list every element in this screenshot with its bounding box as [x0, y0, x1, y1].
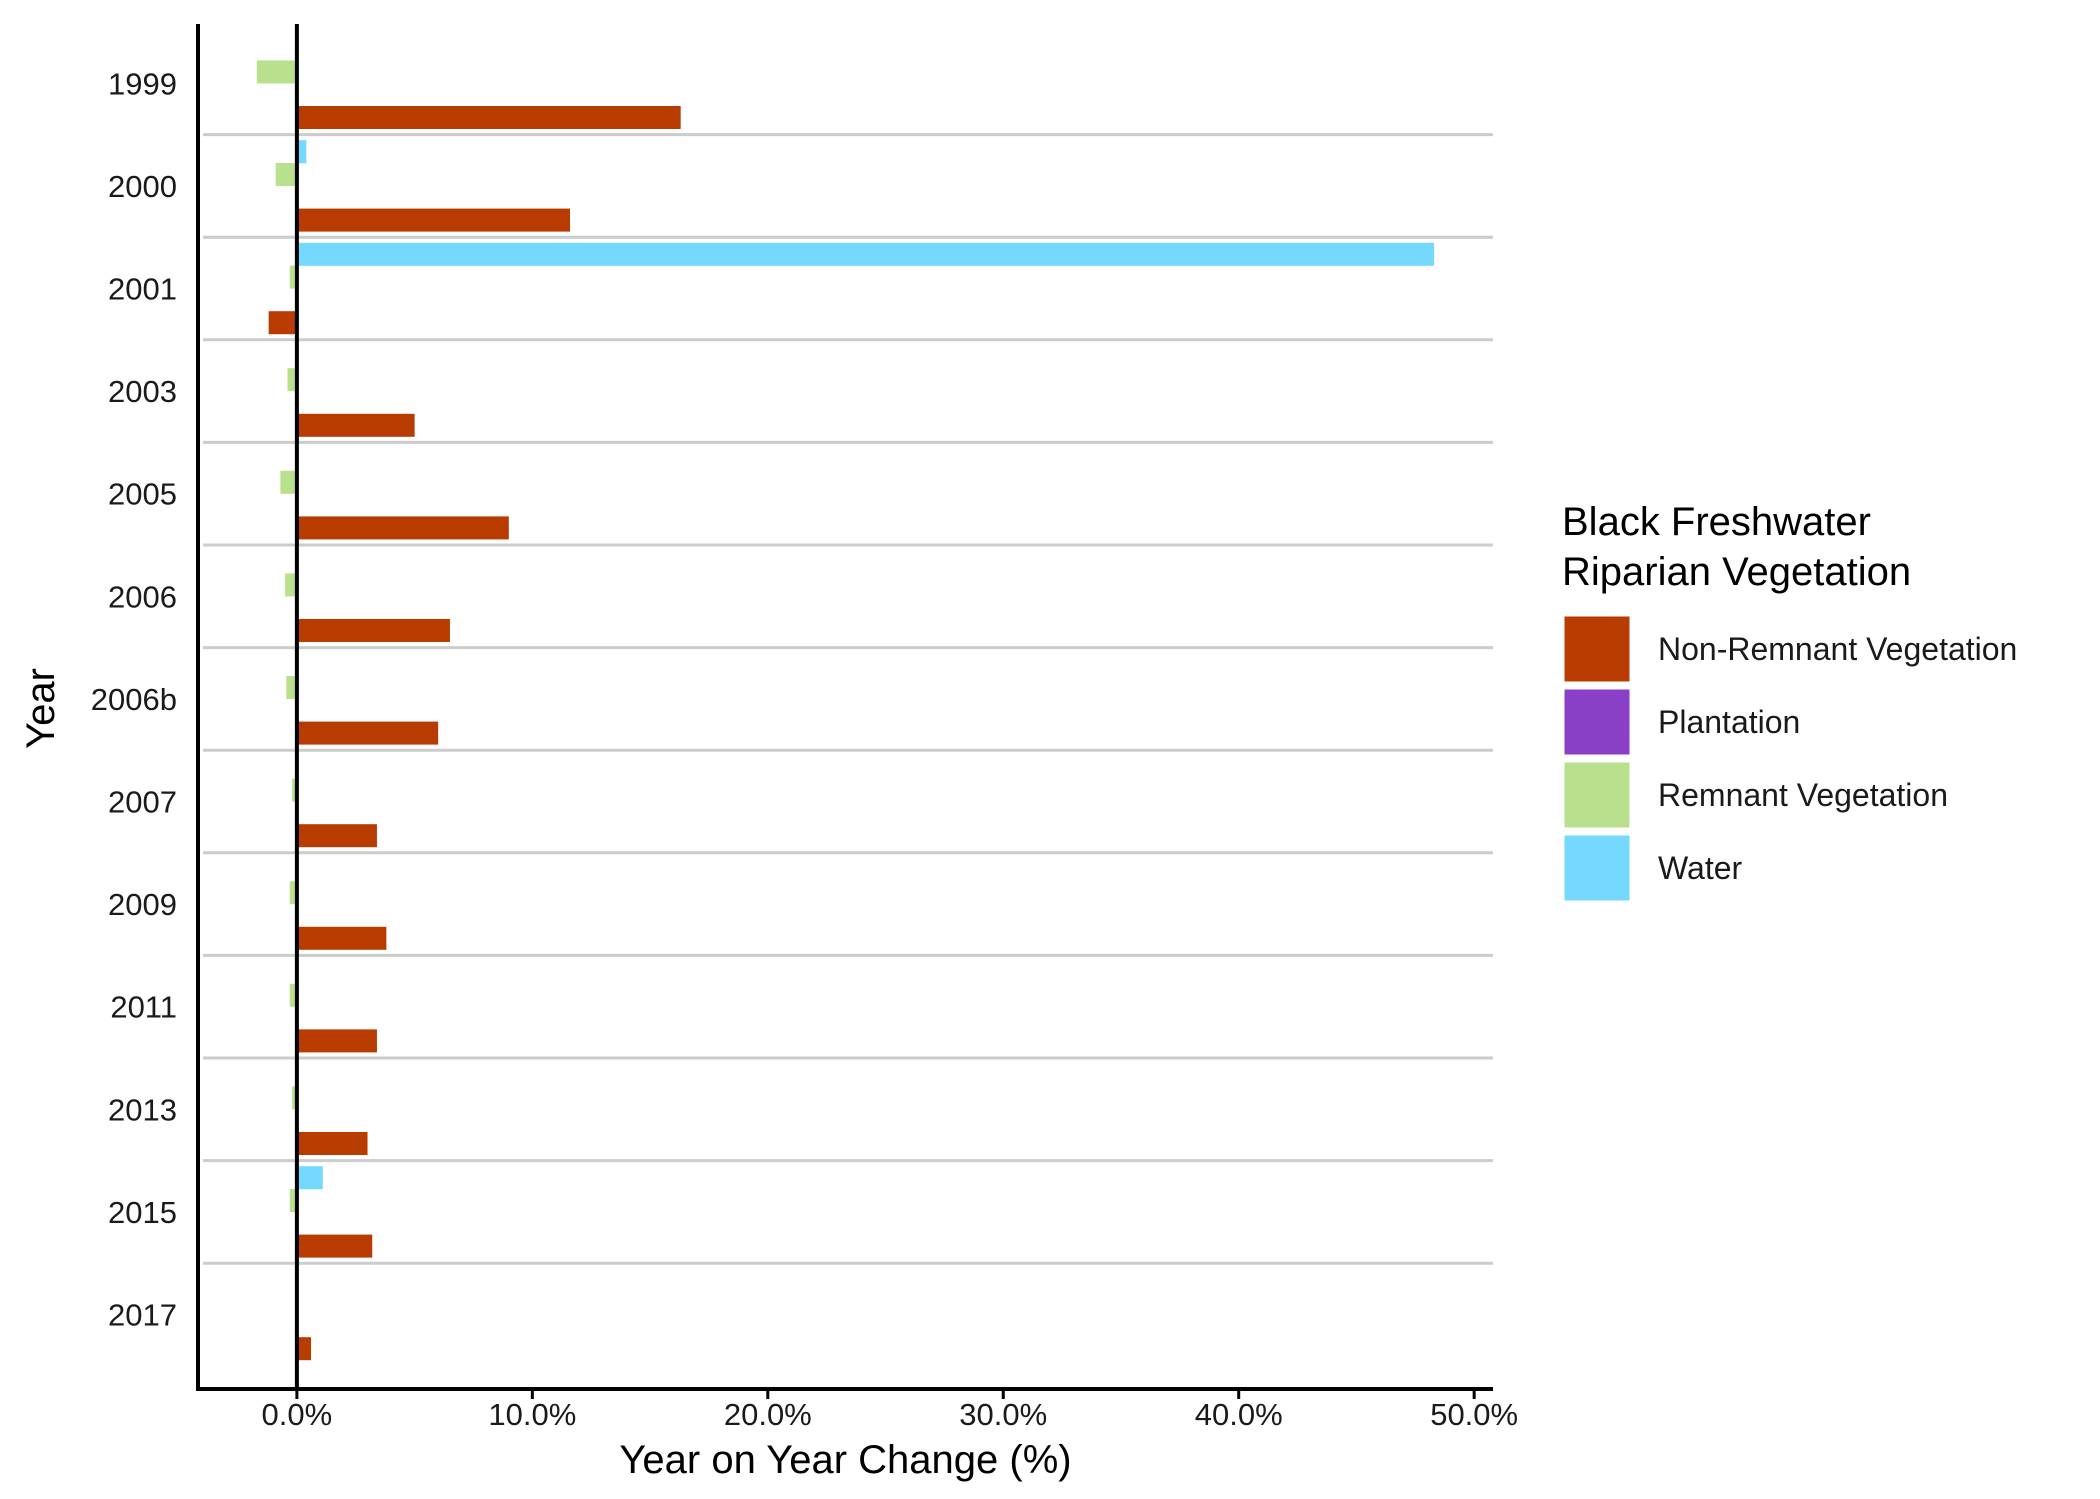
legend: Black Freshwater Riparian Vegetation Non… — [1561, 500, 2017, 904]
bar-remnant-vegetation-2000 — [275, 163, 297, 186]
bar-non-remnant-vegetation-2017 — [296, 1337, 312, 1361]
axes — [196, 24, 1493, 1391]
legend-title-line-1: Black Freshwater — [1562, 500, 1871, 544]
legend-swatch — [1561, 832, 1633, 904]
y-axis-title: Year — [19, 668, 63, 749]
legend-label: Water — [1658, 850, 1743, 886]
y-tick-label: 2001 — [108, 272, 177, 307]
bar-non-remnant-vegetation-2001 — [268, 311, 297, 335]
x-axis-title: Year on Year Change (%) — [619, 1438, 1071, 1482]
bars — [256, 60, 1435, 1361]
legend-item: Remnant Vegetation — [1561, 759, 1948, 831]
legend-item: Non-Remnant Vegetation — [1561, 613, 2017, 685]
bar-non-remnant-vegetation-2011 — [296, 1029, 377, 1053]
bar-water-2000 — [296, 140, 307, 164]
bar-remnant-vegetation-2013 — [292, 1086, 297, 1110]
bar-remnant-vegetation-1999 — [256, 60, 297, 84]
legend-label: Plantation — [1658, 704, 1800, 740]
y-tick-label: 2003 — [108, 374, 177, 409]
bar-remnant-vegetation-2015 — [289, 1189, 297, 1212]
legend-label: Remnant Vegetation — [1658, 777, 1948, 813]
bar-remnant-vegetation-2005 — [280, 470, 297, 494]
legend-item: Plantation — [1561, 686, 1800, 758]
bar-non-remnant-vegetation-2006b — [296, 721, 439, 745]
bar-remnant-vegetation-2006b — [286, 676, 297, 699]
bar-remnant-vegetation-2003 — [287, 368, 297, 392]
x-tick-labels: 0.0% 10.0% 20.0% 30.0% 40.0% 50.0% — [262, 1389, 1518, 1432]
bar-non-remnant-vegetation-2000 — [296, 208, 571, 232]
legend-swatch — [1561, 613, 1633, 685]
x-tick-label: 10.0% — [488, 1397, 576, 1432]
legend-item: Water — [1561, 832, 1743, 904]
x-tick-label: 0.0% — [262, 1397, 333, 1432]
year-separators — [203, 133, 1493, 1265]
bar-non-remnant-vegetation-2009 — [296, 926, 387, 950]
y-tick-labels: 1999 2000 2001 2003 2005 2006 2006b 2007 2009 201… — [91, 66, 177, 1332]
bar-remnant-vegetation-2009 — [289, 881, 297, 905]
bar-non-remnant-vegetation-2005 — [296, 516, 509, 540]
bar-non-remnant-vegetation-2006 — [296, 619, 450, 642]
y-tick-label: 2013 — [108, 1092, 177, 1127]
x-tick-label: 50.0% — [1430, 1397, 1518, 1432]
bar-remnant-vegetation-2007 — [292, 778, 297, 802]
bar-non-remnant-vegetation-1999 — [296, 106, 681, 129]
x-tick-label: 40.0% — [1195, 1397, 1283, 1432]
bar-remnant-vegetation-2011 — [289, 983, 297, 1007]
y-tick-label: 2005 — [108, 477, 177, 512]
x-tick-label: 30.0% — [959, 1397, 1047, 1432]
x-tick-label: 20.0% — [724, 1397, 812, 1432]
y-tick-label: 2017 — [108, 1298, 177, 1333]
y-tick-label: 2011 — [110, 990, 177, 1025]
legend-swatch — [1561, 759, 1633, 831]
y-tick-label: 2006 — [108, 579, 177, 614]
bar-non-remnant-vegetation-2003 — [296, 413, 415, 437]
y-tick-label: 2015 — [108, 1195, 177, 1230]
y-tick-label: 2009 — [108, 887, 177, 922]
bar-remnant-vegetation-2006 — [285, 573, 297, 597]
y-tick-label: 1999 — [108, 66, 177, 101]
bar-non-remnant-vegetation-2007 — [296, 824, 377, 848]
legend-swatch — [1561, 686, 1633, 758]
bar-water-2001 — [296, 242, 1435, 266]
bar-remnant-vegetation-2001 — [289, 265, 297, 289]
y-tick-label: 2000 — [108, 169, 177, 204]
legend-label: Non-Remnant Vegetation — [1658, 631, 2017, 667]
legend-title-line-2: Riparian Vegetation — [1562, 550, 1911, 594]
y-tick-label: 2006b — [91, 682, 177, 717]
bar-non-remnant-vegetation-2013 — [296, 1132, 368, 1155]
y-tick-label: 2007 — [108, 785, 177, 820]
bar-water-2015 — [296, 1166, 323, 1190]
bar-non-remnant-vegetation-2015 — [296, 1234, 373, 1258]
